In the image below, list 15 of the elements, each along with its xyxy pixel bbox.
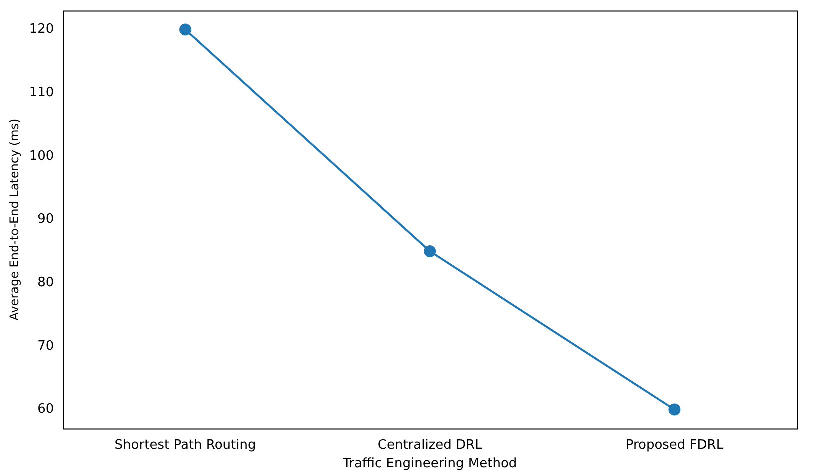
y-tick-label: 120 <box>29 22 54 38</box>
x-tick-label: Shortest Path Routing <box>114 438 256 453</box>
point <box>180 24 192 36</box>
x-axis-title: Traffic Engineering Method <box>342 456 518 472</box>
y-axis-title: Average End-to-End Latency (ms) <box>7 118 22 321</box>
y-tick-label: 90 <box>38 212 54 228</box>
y-tick-label: 100 <box>29 148 54 164</box>
y-tick-label: 80 <box>38 276 54 291</box>
point <box>424 245 436 258</box>
y-tick-label: 70 <box>38 338 54 354</box>
y-tick-label: 110 <box>29 86 54 101</box>
x-tick-label: Centralized DRL <box>378 438 484 453</box>
y-tick-label: 60 <box>38 402 54 418</box>
point <box>668 404 681 416</box>
x-tick-label: Proposed FDRL <box>626 438 724 453</box>
